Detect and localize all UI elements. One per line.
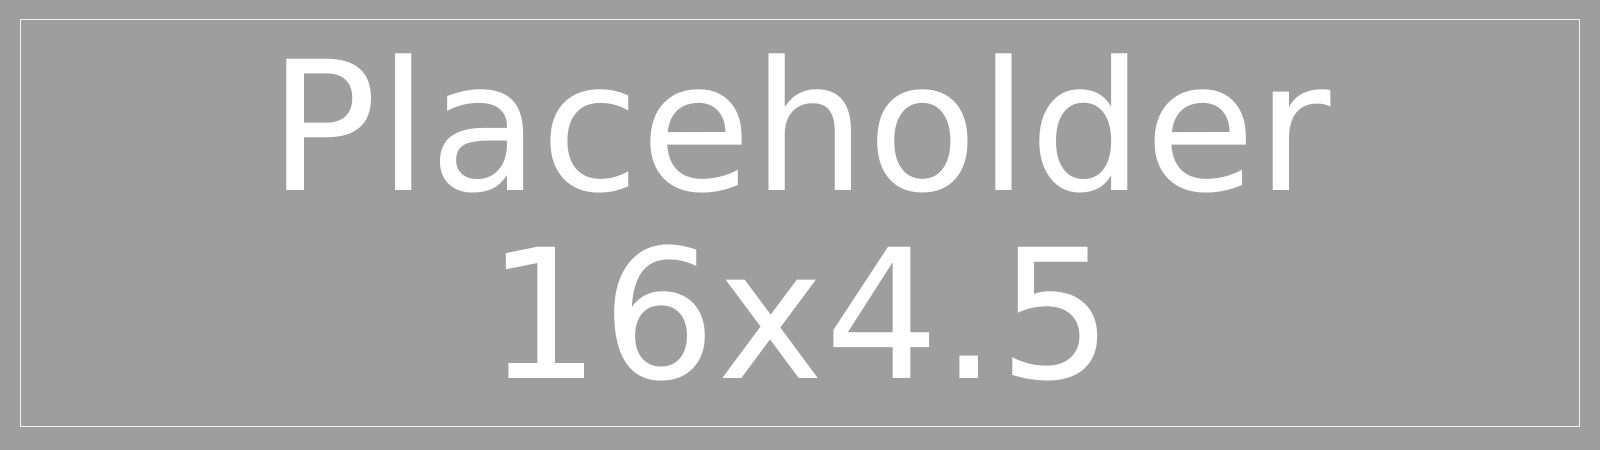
placeholder-label: Placeholder [268, 24, 1332, 233]
placeholder-ratio: 16x4.5 [486, 212, 1114, 421]
placeholder-frame [20, 19, 1580, 427]
